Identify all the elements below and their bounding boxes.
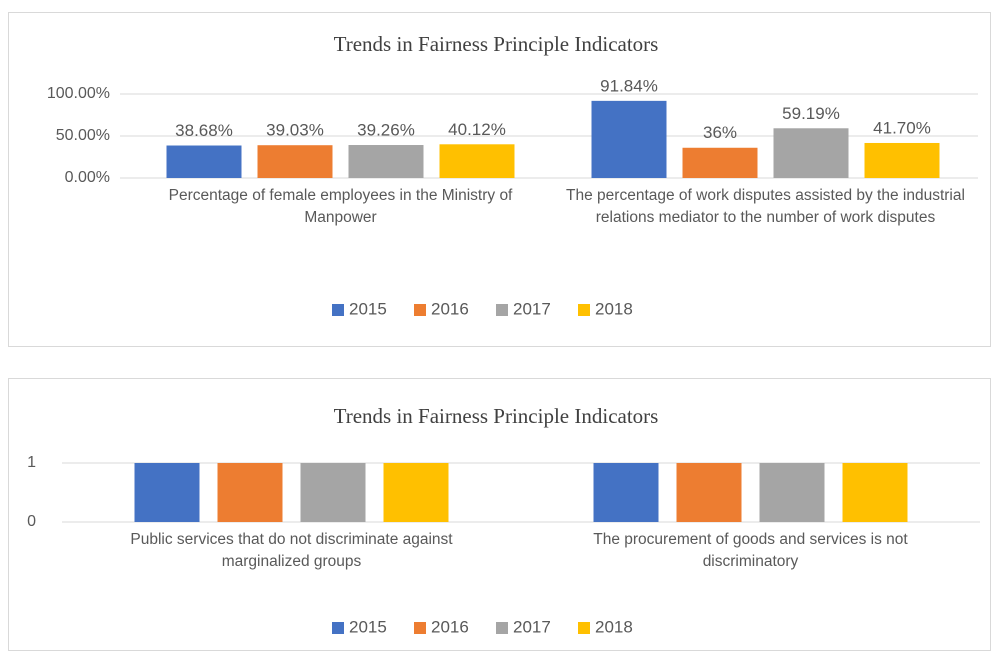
legend-label: 2015 bbox=[349, 617, 387, 636]
bar bbox=[257, 145, 333, 178]
legend-swatch bbox=[578, 622, 590, 634]
x-tick-label: The procurement of goods and services is… bbox=[593, 531, 908, 570]
chart-title: Trends in Fairness Principle Indicators bbox=[334, 404, 659, 428]
legend-swatch bbox=[332, 622, 344, 634]
x-tick-label-box: Percentage of female employees in the Mi… bbox=[168, 187, 513, 226]
y-tick-label: 0.00% bbox=[65, 169, 110, 186]
y-tick-label: 50.00% bbox=[56, 127, 110, 144]
bar bbox=[217, 463, 283, 522]
x-tick-label-box: The procurement of goods and services is… bbox=[593, 531, 908, 570]
data-label: 36% bbox=[703, 123, 737, 142]
y-tick-label: 100.00% bbox=[47, 85, 110, 102]
chart-frame bbox=[8, 12, 991, 347]
x-tick-label: Percentage of female employees in the Mi… bbox=[168, 187, 513, 226]
bar bbox=[383, 463, 449, 522]
legend-swatch bbox=[414, 622, 426, 634]
legend-swatch bbox=[578, 304, 590, 316]
legend-label: 2016 bbox=[431, 617, 469, 636]
data-label: 38.68% bbox=[175, 121, 233, 140]
data-label: 59.19% bbox=[782, 104, 840, 123]
legend-label: 2017 bbox=[513, 617, 551, 636]
x-tick-label-box: Public services that do not discriminate… bbox=[130, 531, 453, 570]
legend-swatch bbox=[496, 622, 508, 634]
bar bbox=[864, 142, 940, 178]
x-tick-label: The percentage of work disputes assisted… bbox=[566, 187, 965, 226]
bar bbox=[682, 147, 758, 178]
bar bbox=[348, 145, 424, 178]
bar bbox=[759, 463, 825, 522]
x-tick-label-box: The percentage of work disputes assisted… bbox=[566, 187, 965, 226]
legend-swatch bbox=[414, 304, 426, 316]
data-label: 91.84% bbox=[600, 76, 658, 95]
x-tick-label: Public services that do not discriminate… bbox=[130, 531, 453, 570]
bar bbox=[591, 100, 667, 178]
legend-label: 2015 bbox=[349, 299, 387, 318]
chart-title: Trends in Fairness Principle Indicators bbox=[334, 32, 659, 56]
bar bbox=[439, 144, 515, 178]
legend-swatch bbox=[496, 304, 508, 316]
legend-label: 2017 bbox=[513, 299, 551, 318]
y-tick-label: 0 bbox=[27, 513, 36, 530]
bar bbox=[593, 463, 659, 522]
bar bbox=[676, 463, 742, 522]
legend-label: 2016 bbox=[431, 299, 469, 318]
bar bbox=[842, 463, 908, 522]
y-tick-label: 1 bbox=[27, 454, 36, 471]
bar bbox=[166, 145, 242, 178]
data-label: 40.12% bbox=[448, 120, 506, 139]
legend-label: 2018 bbox=[595, 617, 633, 636]
bar bbox=[134, 463, 200, 522]
bar bbox=[300, 463, 366, 522]
bar bbox=[773, 128, 849, 178]
data-label: 41.70% bbox=[873, 118, 931, 137]
legend-swatch bbox=[332, 304, 344, 316]
legend-label: 2018 bbox=[595, 299, 633, 318]
data-label: 39.03% bbox=[266, 121, 324, 140]
data-label: 39.26% bbox=[357, 121, 415, 140]
